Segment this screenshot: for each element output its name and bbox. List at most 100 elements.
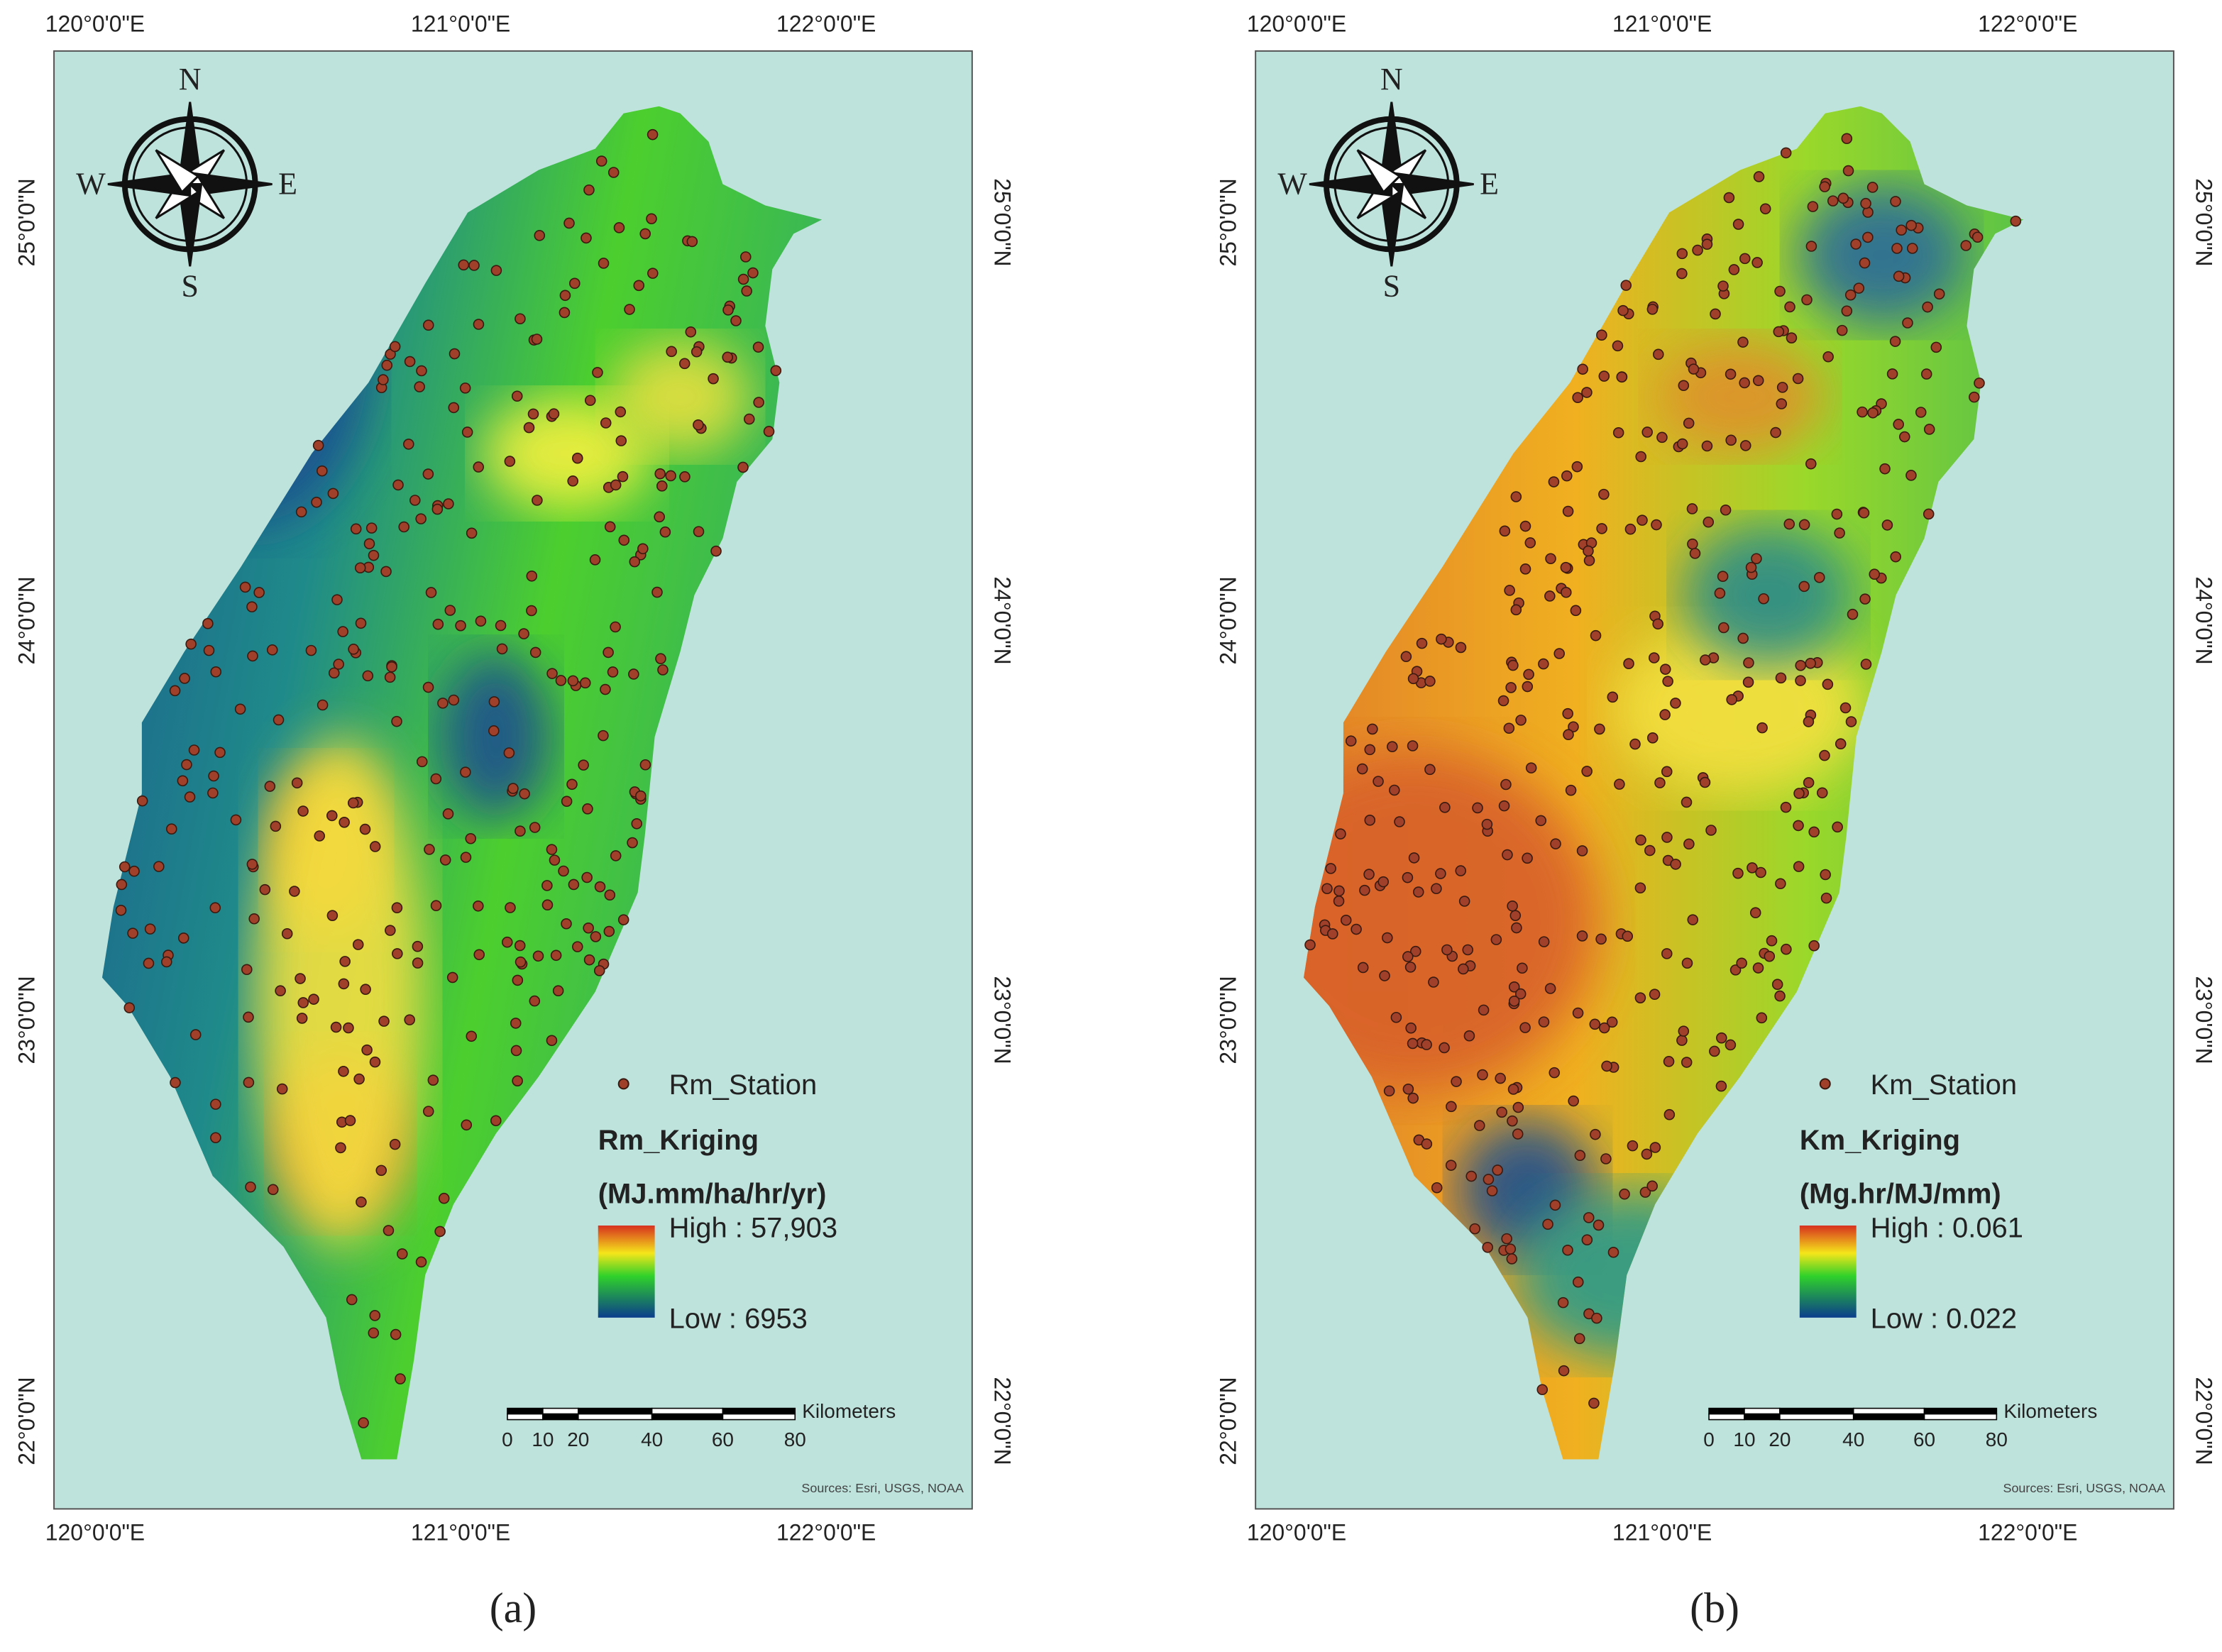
station: [424, 844, 435, 855]
station: [1560, 561, 1572, 573]
station: [488, 725, 500, 737]
legend-station-label: Rm_Station: [669, 1069, 818, 1101]
station: [678, 358, 691, 370]
station: [1379, 970, 1390, 981]
station: [1326, 928, 1338, 940]
station: [1622, 930, 1634, 942]
station: [326, 810, 338, 822]
station: [1771, 979, 1783, 991]
scale-segment: [542, 1413, 579, 1421]
station: [1641, 426, 1653, 438]
scale-segment: [1708, 1407, 1745, 1415]
station: [416, 365, 427, 377]
station: [461, 1119, 473, 1131]
station: [1441, 944, 1453, 956]
station: [1549, 1199, 1561, 1211]
station: [1891, 243, 1903, 254]
station: [1905, 470, 1917, 481]
station: [412, 940, 424, 952]
station: [297, 805, 309, 817]
station: [1431, 1182, 1443, 1194]
station: [430, 900, 442, 911]
station: [770, 365, 782, 377]
station: [339, 817, 350, 828]
station: [548, 408, 560, 419]
x-label: 122°0'0"E: [776, 11, 876, 36]
station: [1421, 1039, 1432, 1050]
station: [686, 236, 698, 248]
station: [208, 770, 219, 782]
station: [747, 267, 759, 279]
station: [629, 556, 641, 568]
station: [1535, 815, 1547, 827]
station: [1893, 270, 1905, 282]
scale-segment: [1923, 1413, 1998, 1421]
station: [446, 971, 458, 984]
station: [1572, 392, 1583, 404]
station: [1776, 398, 1788, 409]
station: [1549, 1067, 1561, 1079]
station: [488, 696, 500, 707]
station: [1692, 244, 1703, 256]
station: [1780, 147, 1792, 159]
station: [1699, 776, 1711, 788]
station: [356, 1196, 367, 1208]
station: [1507, 1084, 1519, 1095]
station: [1572, 1276, 1584, 1288]
station: [710, 545, 722, 557]
station: [1676, 1035, 1688, 1046]
station: [1486, 1185, 1498, 1196]
station: [617, 914, 629, 925]
station: [1499, 525, 1511, 537]
station: [490, 265, 502, 276]
station: [361, 1044, 373, 1056]
station: [1678, 380, 1690, 392]
station: [1538, 1016, 1550, 1028]
station: [1507, 659, 1519, 671]
station: [359, 823, 371, 835]
station: [1971, 231, 1984, 243]
station: [1634, 882, 1646, 894]
station: [1505, 1243, 1517, 1255]
station: [583, 184, 595, 196]
station: [1576, 930, 1588, 942]
station: [1879, 463, 1891, 475]
station: [1596, 329, 1607, 341]
station: [1654, 777, 1666, 788]
station: [515, 825, 526, 837]
station: [552, 985, 564, 996]
station: [384, 671, 396, 683]
station: [582, 803, 593, 815]
station: [1481, 818, 1493, 830]
station: [465, 832, 477, 844]
station: [331, 594, 343, 605]
station: [523, 422, 535, 434]
station: [1565, 784, 1577, 796]
station: [1905, 219, 1917, 231]
station: [1455, 865, 1467, 876]
station: [378, 1015, 390, 1027]
station: [1739, 253, 1751, 265]
station: [432, 618, 444, 630]
x-label: 120°0'0"E: [1247, 1520, 1346, 1546]
station: [458, 259, 470, 271]
station: [607, 666, 619, 678]
y-label: 25°0'0"N: [14, 178, 40, 266]
station: [1617, 304, 1629, 316]
station: [1701, 440, 1713, 452]
station: [1644, 844, 1656, 857]
station: [253, 587, 265, 598]
legend-low: Low : 6953: [669, 1303, 808, 1334]
station: [1519, 520, 1531, 532]
station: [1866, 182, 1879, 193]
station: [752, 341, 764, 353]
station: [1795, 675, 1806, 686]
station: [314, 830, 326, 842]
station: [266, 644, 278, 656]
station: [531, 334, 543, 345]
station: [1606, 1016, 1618, 1028]
station: [189, 1029, 202, 1040]
station: [1652, 348, 1664, 360]
station: [598, 729, 609, 742]
station: [1850, 238, 1861, 250]
